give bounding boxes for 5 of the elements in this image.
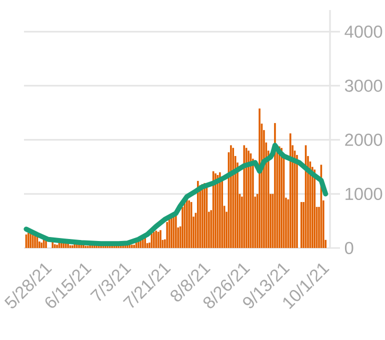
y-tick-label: 4000 — [344, 26, 382, 38]
y-tick-label: 2000 — [345, 134, 382, 146]
y-tick-label: 1000 — [346, 188, 382, 200]
y-tick-label: 0 — [344, 242, 354, 254]
y-tick-label: 3000 — [344, 80, 382, 92]
